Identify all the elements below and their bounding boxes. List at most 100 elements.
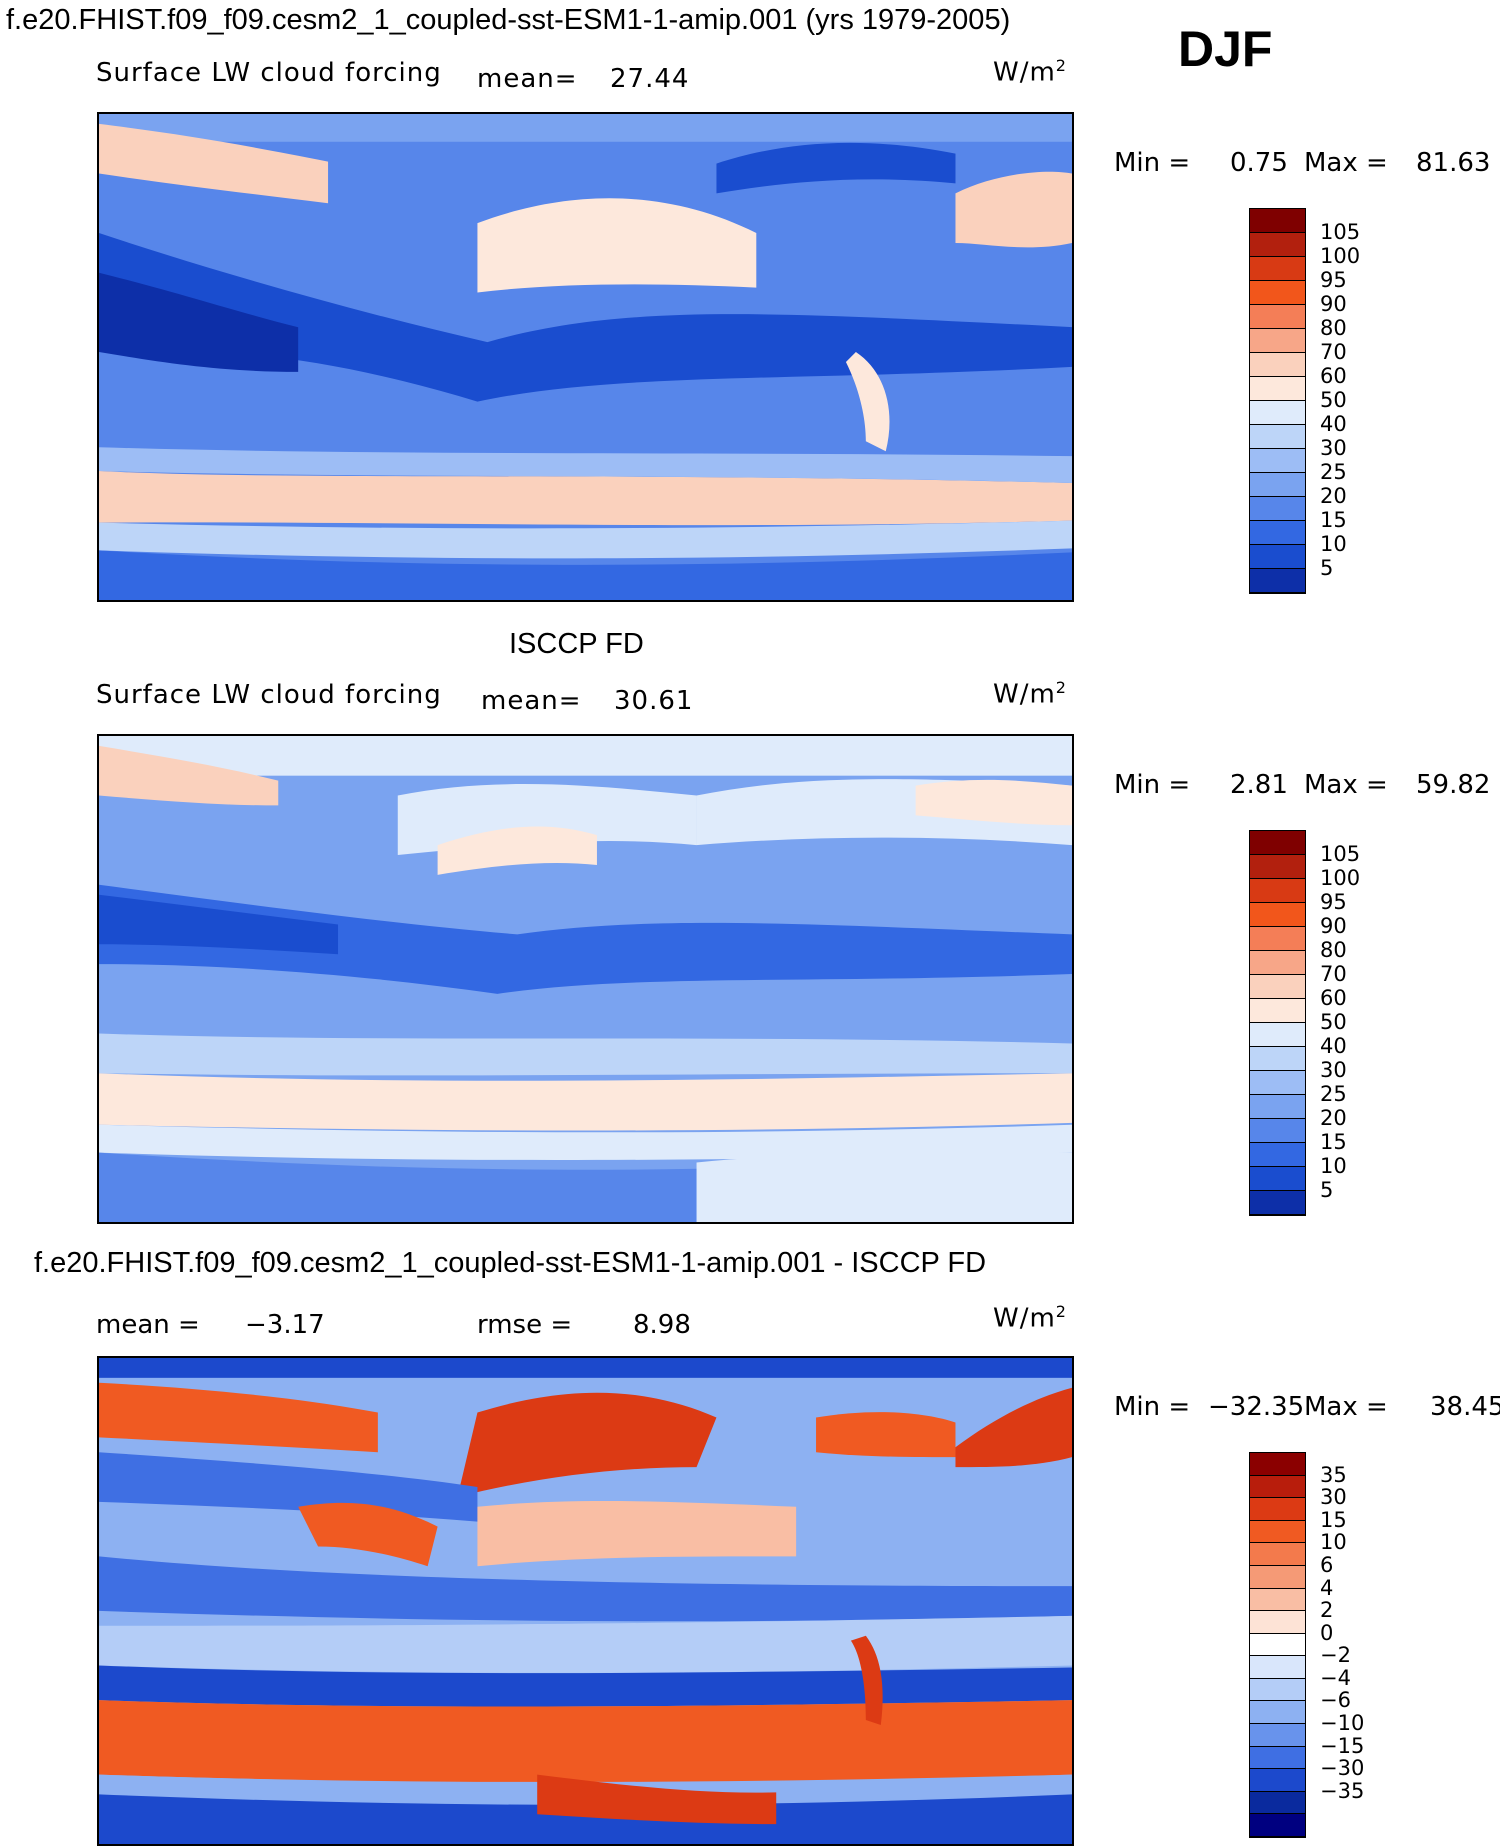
panel3-mean-label: mean = [96,1310,200,1340]
colorbar-level-label: 50 [1320,388,1347,412]
panel3-rmse-value: 8.98 [633,1310,691,1340]
colorbar-swatch [1250,831,1305,855]
panel3-map-field [99,1358,1072,1844]
panel3-colorbar [1249,1452,1306,1838]
panel3-min-value: −32.35 [1208,1392,1305,1422]
colorbar-level-label: 15 [1320,1130,1347,1154]
colorbar-level-label: 80 [1320,938,1347,962]
colorbar-level-label: −35 [1320,1778,1365,1803]
colorbar-level-label: 15 [1320,508,1347,532]
colorbar-level-label: 10 [1320,1530,1347,1555]
colorbar-swatch [1250,879,1305,903]
panel1-min-label: Min = [1114,148,1191,178]
colorbar-swatch [1250,209,1305,233]
colorbar-level-label: 105 [1320,842,1361,866]
colorbar-level-label: 40 [1320,412,1347,436]
colorbar-level-label: 100 [1320,866,1361,890]
colorbar-level-label: 15 [1320,1507,1347,1532]
colorbar-swatch [1250,1611,1305,1634]
panel2-units: W/m2 [993,678,1067,710]
colorbar-swatch [1250,1814,1305,1837]
colorbar-swatch [1250,1769,1305,1792]
colorbar-swatch [1250,377,1305,401]
colorbar-swatch [1250,1095,1305,1119]
colorbar-swatch [1250,999,1305,1023]
panel1-mean-value: 27.44 [610,64,690,94]
colorbar-swatch [1250,1453,1305,1476]
colorbar-level-label: −4 [1320,1665,1351,1690]
colorbar-level-label: 4 [1320,1575,1334,1600]
panel2-map [97,734,1074,1224]
colorbar-swatch [1250,1191,1305,1215]
colorbar-swatch [1250,233,1305,257]
colorbar-swatch [1250,855,1305,879]
colorbar-level-label: 6 [1320,1552,1334,1577]
panel3-rmse-label: rmse = [477,1310,573,1340]
panel1-map-field [99,114,1072,600]
colorbar-swatch [1250,1167,1305,1191]
colorbar-swatch [1250,1520,1305,1544]
colorbar-swatch [1250,1475,1305,1499]
panel3-map [97,1356,1074,1846]
panel1-units: W/m2 [993,56,1067,88]
panel3-units: W/m2 [993,1302,1067,1334]
colorbar-level-label: 80 [1320,316,1347,340]
colorbar-level-label: 50 [1320,1010,1347,1034]
colorbar-level-label: 5 [1320,1178,1334,1202]
colorbar-swatch [1250,1633,1305,1657]
colorbar-level-label: −6 [1320,1688,1351,1713]
colorbar-level-label: 30 [1320,1058,1347,1082]
colorbar-swatch [1250,425,1305,449]
colorbar-swatch [1250,305,1305,329]
season-label: DJF [1178,21,1273,77]
colorbar-swatch [1250,1678,1305,1702]
colorbar-level-label: 10 [1320,1154,1347,1178]
colorbar-level-label: 20 [1320,1106,1347,1130]
colorbar-level-label: 25 [1320,1082,1347,1106]
colorbar-swatch [1250,1724,1305,1747]
colorbar-swatch [1250,449,1305,473]
colorbar-swatch [1250,257,1305,281]
panel1-max-label: Max = [1304,148,1388,178]
colorbar-level-label: 20 [1320,484,1347,508]
panel1-map [97,112,1074,602]
figure-title: f.e20.FHIST.f09_f09.cesm2_1_coupled-sst-… [6,4,1011,36]
colorbar-level-label: 5 [1320,556,1334,580]
panel2-max-value: 59.82 [1416,770,1491,800]
colorbar-level-label: 60 [1320,986,1347,1010]
colorbar-level-label: 100 [1320,244,1361,268]
colorbar-swatch [1250,353,1305,377]
panel2-mean-label: mean= [481,686,582,716]
colorbar-swatch [1250,497,1305,521]
colorbar-swatch [1250,1588,1305,1612]
colorbar-swatch [1250,903,1305,927]
colorbar-swatch [1250,927,1305,951]
panel1-mean-label: mean= [477,64,578,94]
panel3-min-label: Min = [1114,1392,1191,1422]
colorbar-level-label: 70 [1320,962,1347,986]
panel2-variable-label: Surface LW cloud forcing [96,680,442,710]
colorbar-level-label: −30 [1320,1756,1365,1781]
panel2-map-field [99,736,1072,1222]
panel2-dataset-title: ISCCP FD [509,628,644,660]
colorbar-swatch [1250,1701,1305,1725]
colorbar-level-label: 95 [1320,268,1347,292]
colorbar-swatch [1250,473,1305,497]
colorbar-swatch [1250,545,1305,569]
colorbar-level-label: 10 [1320,532,1347,556]
colorbar-swatch [1250,1023,1305,1047]
panel1-colorbar [1249,208,1306,594]
panel1-min-value: 0.75 [1230,148,1288,178]
panel3-max-value: 38.45 [1430,1392,1500,1422]
colorbar-swatch [1250,521,1305,545]
colorbar-swatch [1250,1143,1305,1167]
colorbar-swatch [1250,569,1305,593]
colorbar-swatch [1250,1746,1305,1770]
colorbar-level-label: −15 [1320,1733,1365,1758]
panel2-min-value: 2.81 [1230,770,1288,800]
panel2-max-label: Max = [1304,770,1388,800]
colorbar-swatch [1250,951,1305,975]
colorbar-level-label: 40 [1320,1034,1347,1058]
colorbar-swatch [1250,1543,1305,1566]
colorbar-level-label: 95 [1320,890,1347,914]
